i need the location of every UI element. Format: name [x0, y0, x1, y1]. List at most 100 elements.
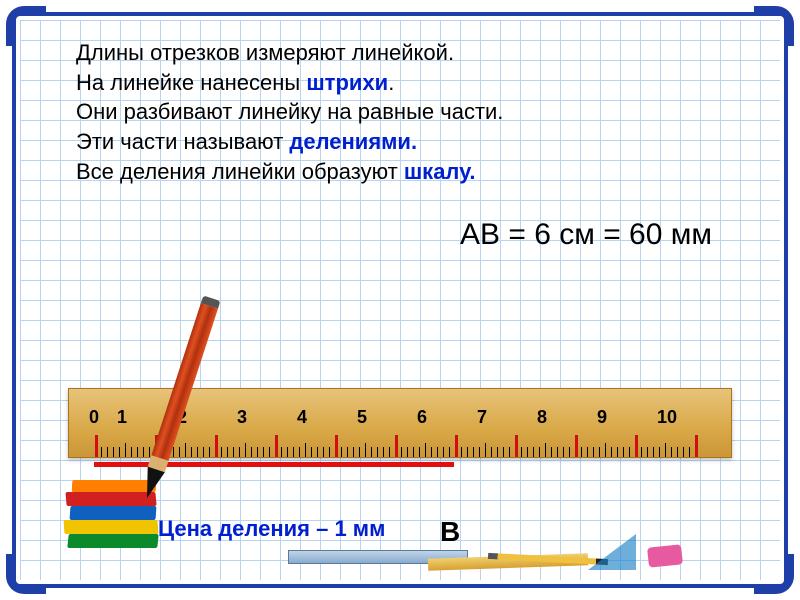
text-span: .	[388, 70, 394, 95]
minor-tick	[317, 447, 318, 457]
minor-tick	[563, 447, 564, 457]
minor-tick	[107, 447, 108, 457]
text-line: Эти части называют делениями.	[76, 127, 744, 157]
minor-tick	[431, 447, 432, 457]
text-span: Все деления линейки образуют	[76, 159, 404, 184]
minor-tick	[239, 447, 240, 457]
major-tick	[215, 435, 218, 457]
minor-tick	[329, 447, 330, 457]
ruler-number: 0	[69, 407, 117, 428]
minor-tick	[689, 447, 690, 457]
minor-tick	[185, 443, 186, 457]
minor-tick	[113, 447, 114, 457]
minor-tick	[383, 447, 384, 457]
major-tick	[395, 435, 398, 457]
minor-tick	[137, 447, 138, 457]
eraser-icon	[647, 544, 683, 567]
minor-tick	[581, 447, 582, 457]
minor-tick	[617, 447, 618, 457]
minor-tick	[569, 447, 570, 457]
minor-tick	[629, 447, 630, 457]
minor-tick	[419, 447, 420, 457]
minor-tick	[587, 447, 588, 457]
major-tick	[275, 435, 278, 457]
ruler-number: 7	[477, 407, 537, 428]
minor-tick	[281, 447, 282, 457]
segment-name: АВ	[460, 218, 500, 251]
minor-tick	[461, 447, 462, 457]
minor-tick	[173, 447, 174, 457]
minor-tick	[479, 447, 480, 457]
minor-tick	[539, 447, 540, 457]
text-line: Длины отрезков измеряют линейкой.	[76, 38, 744, 68]
ruler-number: 6	[417, 407, 477, 428]
minor-tick	[323, 447, 324, 457]
minor-tick	[659, 447, 660, 457]
minor-tick	[221, 447, 222, 457]
minor-tick	[413, 447, 414, 457]
minor-tick	[401, 447, 402, 457]
division-price-label: Цена деления – 1 мм	[158, 516, 385, 542]
major-tick	[335, 435, 338, 457]
minor-tick	[191, 447, 192, 457]
minor-tick	[521, 447, 522, 457]
minor-tick	[359, 447, 360, 457]
text-line: На линейке нанесены штрихи.	[76, 68, 744, 98]
ruler-number: 5	[357, 407, 417, 428]
minor-tick	[149, 447, 150, 457]
minor-tick	[641, 447, 642, 457]
minor-tick	[203, 447, 204, 457]
minor-tick	[269, 447, 270, 457]
minor-tick	[365, 443, 366, 457]
minor-tick	[377, 447, 378, 457]
minor-tick	[131, 447, 132, 457]
minor-tick	[551, 447, 552, 457]
minor-tick	[599, 447, 600, 457]
minor-tick	[299, 447, 300, 457]
minor-tick	[527, 447, 528, 457]
ruler-number: 9	[597, 407, 657, 428]
minor-tick	[263, 447, 264, 457]
text-line: Все деления линейки образуют шкалу.	[76, 157, 744, 187]
ruler-number: 3	[237, 407, 297, 428]
minor-tick	[197, 447, 198, 457]
minor-tick	[293, 447, 294, 457]
major-tick	[455, 435, 458, 457]
minor-tick	[245, 443, 246, 457]
text-line: Они разбивают линейку на равные части.	[76, 97, 744, 127]
minor-tick	[287, 447, 288, 457]
minor-tick	[251, 447, 252, 457]
minor-tick	[533, 447, 534, 457]
minor-tick	[671, 447, 672, 457]
major-tick	[635, 435, 638, 457]
minor-tick	[503, 447, 504, 457]
minor-tick	[545, 443, 546, 457]
major-tick	[575, 435, 578, 457]
minor-tick	[143, 447, 144, 457]
minor-tick	[467, 447, 468, 457]
ruler-number: 4	[297, 407, 357, 428]
major-tick	[95, 435, 98, 457]
minor-tick	[623, 447, 624, 457]
minor-tick	[101, 447, 102, 457]
minor-tick	[425, 443, 426, 457]
minor-tick	[647, 447, 648, 457]
equation: АВ = 6 см = 60 мм	[460, 218, 712, 252]
minor-tick	[665, 443, 666, 457]
minor-tick	[305, 443, 306, 457]
eq-part: = 60 мм	[603, 218, 712, 251]
minor-tick	[227, 447, 228, 457]
minor-tick	[179, 447, 180, 457]
minor-tick	[443, 447, 444, 457]
keyword: штрихи	[306, 70, 388, 95]
minor-tick	[209, 447, 210, 457]
minor-tick	[311, 447, 312, 457]
minor-tick	[347, 447, 348, 457]
minor-tick	[233, 447, 234, 457]
minor-tick	[389, 447, 390, 457]
minor-tick	[677, 447, 678, 457]
major-tick	[695, 435, 698, 457]
minor-tick	[437, 447, 438, 457]
minor-tick	[257, 447, 258, 457]
ruler-number: 10	[657, 407, 717, 428]
